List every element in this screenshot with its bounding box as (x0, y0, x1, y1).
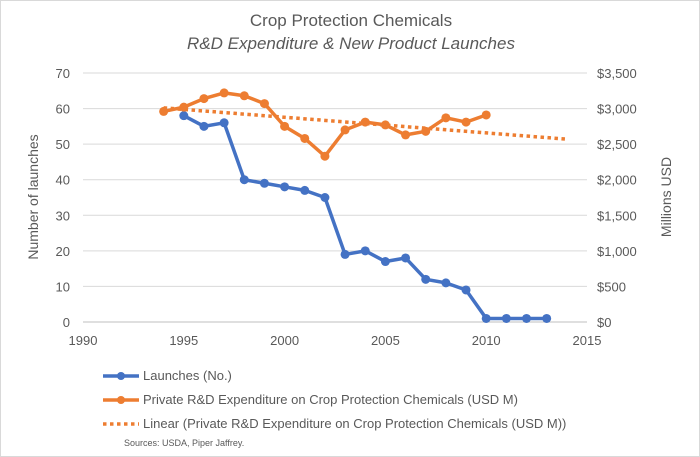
data-point-launches (481, 313, 491, 323)
y-right-tick-label: $3,000 (597, 102, 637, 117)
x-tick-label: 1990 (69, 333, 98, 348)
data-point-rd-expenditure (280, 121, 290, 131)
legend-swatch-linear-trend (103, 422, 139, 426)
series-line-launches (182, 114, 547, 321)
y-right-tick-label: $2,000 (597, 173, 637, 188)
data-point-launches (179, 111, 189, 121)
data-point-rd-expenditure (461, 117, 471, 127)
data-point-launches (219, 118, 229, 128)
data-point-launches (542, 313, 552, 323)
trendline-layer (163, 106, 567, 141)
y-axis-right-label: Millions USD (658, 157, 674, 237)
y-left-tick-label: 50 (56, 137, 70, 152)
y-right-tick-label: $500 (597, 279, 626, 294)
data-point-launches (522, 313, 532, 323)
x-tick-label: 1995 (169, 333, 198, 348)
data-point-launches (441, 278, 451, 288)
data-point-rd-expenditure (421, 126, 431, 136)
data-point-rd-expenditure (300, 133, 310, 143)
data-point-rd-expenditure (441, 113, 451, 123)
y-left-tick-label: 0 (63, 315, 70, 330)
data-point-launches (199, 121, 209, 131)
data-point-rd-expenditure (360, 117, 370, 127)
data-point-launches (320, 193, 330, 202)
data-point-launches (380, 257, 390, 267)
data-point-rd-expenditure (320, 151, 330, 161)
x-tick-label: 2005 (371, 333, 400, 348)
y-left-tick-label: 10 (56, 279, 70, 294)
y-right-tick-label: $3,500 (597, 66, 637, 81)
data-point-launches (360, 246, 370, 256)
data-point-rd-expenditure (340, 125, 350, 135)
sources-note: Sources: USDA, Piper Jaffrey. (124, 438, 245, 448)
data-point-launches (461, 285, 471, 295)
y-right-tick-label: $1,500 (597, 208, 637, 223)
data-point-launches (340, 249, 350, 259)
series-lines (159, 88, 552, 323)
data-point-launches (259, 178, 269, 188)
data-point-rd-expenditure (259, 99, 269, 109)
data-point-rd-expenditure (199, 94, 209, 104)
data-point-rd-expenditure (159, 106, 169, 116)
y-left-tick-label: 40 (56, 173, 70, 188)
x-tick-label: 2010 (472, 333, 501, 348)
y-right-tick-label: $1,000 (597, 244, 637, 259)
data-point-rd-expenditure (239, 91, 249, 101)
data-point-rd-expenditure (219, 88, 229, 98)
legend-swatch-rd-expenditure (103, 396, 139, 404)
trendline-linear (163, 106, 567, 141)
gridlines (83, 72, 587, 323)
y-left-tick-label: 20 (56, 244, 70, 259)
chart-subtitle: R&D Expenditure & New Product Launches (187, 34, 515, 53)
legend-label-launches: Launches (No.) (143, 368, 232, 383)
y-axis-left-label: Number of launches (25, 134, 41, 259)
y-right-tick-label: $0 (597, 315, 611, 330)
legend-label-rd-expenditure: Private R&D Expenditure on Crop Protecti… (143, 392, 518, 407)
data-point-launches (401, 253, 411, 263)
data-point-launches (280, 182, 290, 192)
data-point-launches (421, 274, 431, 284)
tick-labels: 0 $0 10 $500 20 $1,000 30 $1,500 40 $2,000 50 $2,50… (56, 66, 637, 348)
data-point-rd-expenditure (179, 102, 189, 112)
y-left-tick-label: 70 (56, 66, 70, 81)
y-left-tick-label: 60 (56, 102, 70, 117)
data-point-launches (239, 175, 249, 185)
x-tick-label: 2000 (270, 333, 299, 348)
data-point-rd-expenditure (481, 110, 491, 120)
x-tick-label: 2015 (573, 333, 602, 348)
data-point-rd-expenditure (401, 130, 411, 140)
legend-swatch-launches (103, 372, 139, 380)
y-right-tick-label: $2,500 (597, 137, 637, 152)
data-point-rd-expenditure (380, 120, 390, 130)
data-point-launches (501, 313, 511, 323)
chart-title: Crop Protection Chemicals (249, 11, 453, 30)
y-left-tick-label: 30 (56, 208, 70, 223)
data-point-launches (300, 185, 310, 195)
legend-label-linear-trend: Linear (Private R&D Expenditure on Crop … (143, 416, 567, 431)
